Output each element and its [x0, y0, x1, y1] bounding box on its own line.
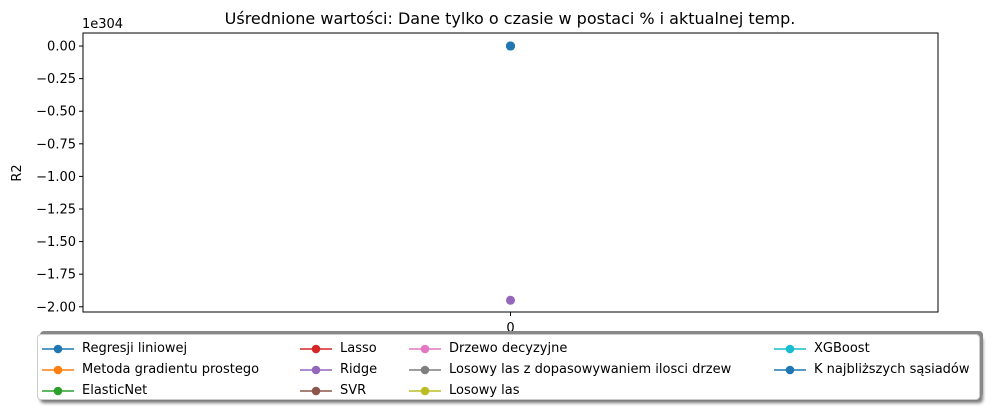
data-point-k-najbli-szych-s-siad-w	[506, 41, 515, 51]
legend-line-marker-icon	[300, 344, 332, 353]
y-tick-label: −0.25	[36, 72, 76, 87]
legend-label: K najbliższych sąsiadów	[814, 362, 970, 377]
legend-item: Regresji liniowej	[38, 338, 259, 359]
legend-item: Lasso	[296, 338, 377, 359]
legend-item: ElasticNet	[38, 380, 259, 401]
y-tick-label: −0.75	[36, 137, 76, 152]
y-axis-label: R2	[10, 164, 25, 181]
legend: Regresji liniowej Metoda gradientu proste…	[37, 334, 980, 400]
legend-label: Losowy las	[449, 383, 520, 398]
y-tick-label: 0.00	[47, 40, 76, 55]
legend-line-marker-icon	[409, 344, 441, 353]
legend-line-marker-icon	[300, 365, 332, 374]
y-axis-ticks: 0.00 −0.25 −0.50 −0.75 −1.00 −1.25 −1.50 −1.75 −…	[36, 40, 83, 315]
x-tick-label: 0	[506, 321, 514, 336]
legend-line-marker-icon	[409, 365, 441, 374]
legend-line-marker-icon	[42, 344, 74, 353]
legend-item: K najbliższych sąsiadów	[770, 359, 970, 380]
legend-item: Metoda gradientu prostego	[38, 359, 259, 380]
chart-title: Uśrednione wartości: Dane tylko o czasie…	[225, 9, 796, 28]
legend-line-marker-icon	[300, 386, 332, 395]
legend-label: ElasticNet	[82, 383, 148, 398]
legend-column: Lasso Ridge SVR	[296, 338, 377, 401]
legend-label: Lasso	[340, 341, 377, 356]
legend-line-marker-icon	[409, 386, 441, 395]
y-tick-label: −2.00	[36, 300, 76, 315]
legend-item: Losowy las	[405, 380, 731, 401]
legend-label: Metoda gradientu prostego	[82, 362, 260, 377]
legend-line-marker-icon	[42, 386, 74, 395]
y-scale-label: 1e304	[82, 17, 123, 32]
y-tick-label: −1.00	[36, 170, 76, 185]
legend-column: Regresji liniowej Metoda gradientu proste…	[38, 338, 259, 401]
legend-label: Regresji liniowej	[82, 341, 188, 356]
legend-label: Ridge	[340, 362, 378, 377]
plot-area-frame	[82, 32, 939, 313]
legend-item: XGBoost	[770, 338, 970, 359]
legend-label: Losowy las z dopasowywaniem ilosci drzew	[449, 362, 732, 377]
data-point-ridge	[506, 295, 515, 305]
data-points	[506, 41, 515, 305]
legend-label: SVR	[340, 383, 367, 398]
y-tick-label: −1.75	[36, 268, 76, 283]
x-axis-ticks: 0	[506, 312, 515, 336]
legend-item: Drzewo decyzyjne	[405, 338, 731, 359]
legend-item: Losowy las z dopasowywaniem ilosci drzew	[405, 359, 731, 380]
legend-item: SVR	[296, 380, 377, 401]
legend-column: XGBoost K najbliższych sąsiadów	[770, 338, 970, 380]
y-tick-label: −0.50	[36, 105, 76, 120]
legend-column: Drzewo decyzyjne Losowy las z dopasowywan…	[405, 338, 731, 401]
legend-label: Drzewo decyzyjne	[449, 341, 568, 356]
legend-line-marker-icon	[774, 344, 806, 353]
y-tick-label: −1.25	[36, 203, 76, 218]
legend-line-marker-icon	[774, 365, 806, 374]
y-tick-label: −1.50	[36, 235, 76, 250]
legend-item: Ridge	[296, 359, 377, 380]
legend-label: XGBoost	[814, 341, 870, 356]
legend-line-marker-icon	[42, 365, 74, 374]
